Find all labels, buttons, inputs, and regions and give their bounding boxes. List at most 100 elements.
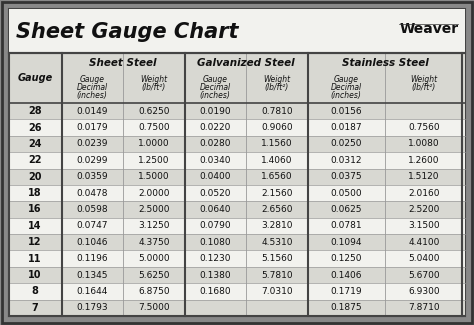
Bar — [9, 9, 465, 53]
Text: 26: 26 — [28, 123, 42, 133]
Text: 2.0160: 2.0160 — [408, 188, 440, 198]
Text: Weight: Weight — [140, 75, 168, 84]
Text: 0.0500: 0.0500 — [330, 188, 362, 198]
Bar — [9, 267, 465, 283]
Text: 3.1500: 3.1500 — [408, 221, 440, 230]
Text: 7: 7 — [32, 303, 38, 313]
Text: 28: 28 — [28, 106, 42, 116]
Text: 20: 20 — [28, 172, 42, 182]
Text: 7.0310: 7.0310 — [261, 287, 293, 296]
Text: 0.0179: 0.0179 — [76, 123, 108, 132]
Bar — [9, 251, 465, 267]
Bar — [9, 185, 465, 201]
Text: 2.5000: 2.5000 — [138, 205, 170, 214]
Text: 14: 14 — [28, 221, 42, 231]
Text: Gauge: Gauge — [334, 75, 358, 84]
Text: 11: 11 — [28, 254, 42, 264]
Text: (lb/ft²): (lb/ft²) — [265, 83, 289, 92]
Text: 0.7560: 0.7560 — [408, 123, 440, 132]
Bar — [9, 169, 465, 185]
Text: 10: 10 — [28, 270, 42, 280]
Text: 0.0312: 0.0312 — [330, 156, 362, 165]
Text: 3.2810: 3.2810 — [261, 221, 293, 230]
Text: 0.0190: 0.0190 — [199, 107, 231, 116]
Bar — [9, 103, 465, 119]
Text: Gauge: Gauge — [18, 73, 53, 83]
Text: 0.6250: 0.6250 — [138, 107, 170, 116]
Text: 1.2500: 1.2500 — [138, 156, 170, 165]
Text: 0.0790: 0.0790 — [199, 221, 231, 230]
Text: 0.1644: 0.1644 — [76, 287, 108, 296]
Text: 16: 16 — [28, 204, 42, 215]
Text: 0.0156: 0.0156 — [330, 107, 362, 116]
Text: 0.0520: 0.0520 — [199, 188, 231, 198]
Bar — [9, 53, 465, 103]
Text: 0.0187: 0.0187 — [330, 123, 362, 132]
Bar — [9, 283, 465, 300]
Text: 5.0400: 5.0400 — [408, 254, 440, 263]
Text: 0.0598: 0.0598 — [76, 205, 108, 214]
Text: 1.4060: 1.4060 — [261, 156, 293, 165]
Text: 22: 22 — [28, 155, 42, 165]
Text: 0.1094: 0.1094 — [330, 238, 362, 247]
Text: 6.8750: 6.8750 — [138, 287, 170, 296]
Text: 0.0375: 0.0375 — [330, 172, 362, 181]
Text: 1.6560: 1.6560 — [261, 172, 293, 181]
Text: 0.1406: 0.1406 — [330, 270, 362, 280]
Text: 0.0359: 0.0359 — [76, 172, 108, 181]
Text: 0.0478: 0.0478 — [76, 188, 108, 198]
Bar — [9, 300, 465, 316]
Bar — [9, 119, 465, 136]
Text: (inches): (inches) — [77, 91, 108, 100]
Text: Weight: Weight — [410, 75, 438, 84]
Text: 1.2600: 1.2600 — [408, 156, 440, 165]
Text: Galvanized Steel: Galvanized Steel — [197, 58, 295, 68]
Text: 8: 8 — [32, 286, 38, 296]
Text: 4.3750: 4.3750 — [138, 238, 170, 247]
Text: 0.1250: 0.1250 — [330, 254, 362, 263]
Text: Weaver: Weaver — [400, 22, 459, 36]
Text: 0.1196: 0.1196 — [76, 254, 108, 263]
Text: 4.5310: 4.5310 — [261, 238, 293, 247]
Text: 0.0340: 0.0340 — [199, 156, 231, 165]
Text: 24: 24 — [28, 139, 42, 149]
Bar — [9, 201, 465, 218]
Text: 0.1680: 0.1680 — [199, 287, 231, 296]
Text: 0.0747: 0.0747 — [76, 221, 108, 230]
Text: 0.7500: 0.7500 — [138, 123, 170, 132]
Text: Gauge: Gauge — [80, 75, 104, 84]
Text: 0.0220: 0.0220 — [199, 123, 231, 132]
Text: Sheet Gauge Chart: Sheet Gauge Chart — [16, 22, 238, 42]
Text: 2.0000: 2.0000 — [138, 188, 170, 198]
Text: (inches): (inches) — [200, 91, 230, 100]
Text: 0.1380: 0.1380 — [199, 270, 231, 280]
Text: 6.9300: 6.9300 — [408, 287, 440, 296]
Text: (lb/ft²): (lb/ft²) — [142, 83, 166, 92]
Text: 1.1560: 1.1560 — [261, 139, 293, 149]
Text: 0.1046: 0.1046 — [76, 238, 108, 247]
Text: 5.0000: 5.0000 — [138, 254, 170, 263]
Text: Decimal: Decimal — [200, 83, 230, 92]
Text: 0.1345: 0.1345 — [76, 270, 108, 280]
Text: 7.5000: 7.5000 — [138, 303, 170, 312]
Text: 0.0239: 0.0239 — [76, 139, 108, 149]
Text: Decimal: Decimal — [330, 83, 362, 92]
Text: 2.5200: 2.5200 — [408, 205, 440, 214]
Bar — [9, 136, 465, 152]
Text: 0.1230: 0.1230 — [199, 254, 231, 263]
Text: (lb/ft²): (lb/ft²) — [412, 83, 436, 92]
Text: (inches): (inches) — [330, 91, 362, 100]
Text: 0.1080: 0.1080 — [199, 238, 231, 247]
Text: Decimal: Decimal — [76, 83, 108, 92]
Text: 2.6560: 2.6560 — [261, 205, 293, 214]
Text: 1.0000: 1.0000 — [138, 139, 170, 149]
Text: 5.6700: 5.6700 — [408, 270, 440, 280]
Text: 18: 18 — [28, 188, 42, 198]
Text: 1.0080: 1.0080 — [408, 139, 440, 149]
Text: Stainless Steel: Stainless Steel — [342, 58, 428, 68]
Text: 5.7810: 5.7810 — [261, 270, 293, 280]
Bar — [9, 152, 465, 169]
Text: 0.1719: 0.1719 — [330, 287, 362, 296]
Text: 0.0250: 0.0250 — [330, 139, 362, 149]
Text: 0.0280: 0.0280 — [199, 139, 231, 149]
